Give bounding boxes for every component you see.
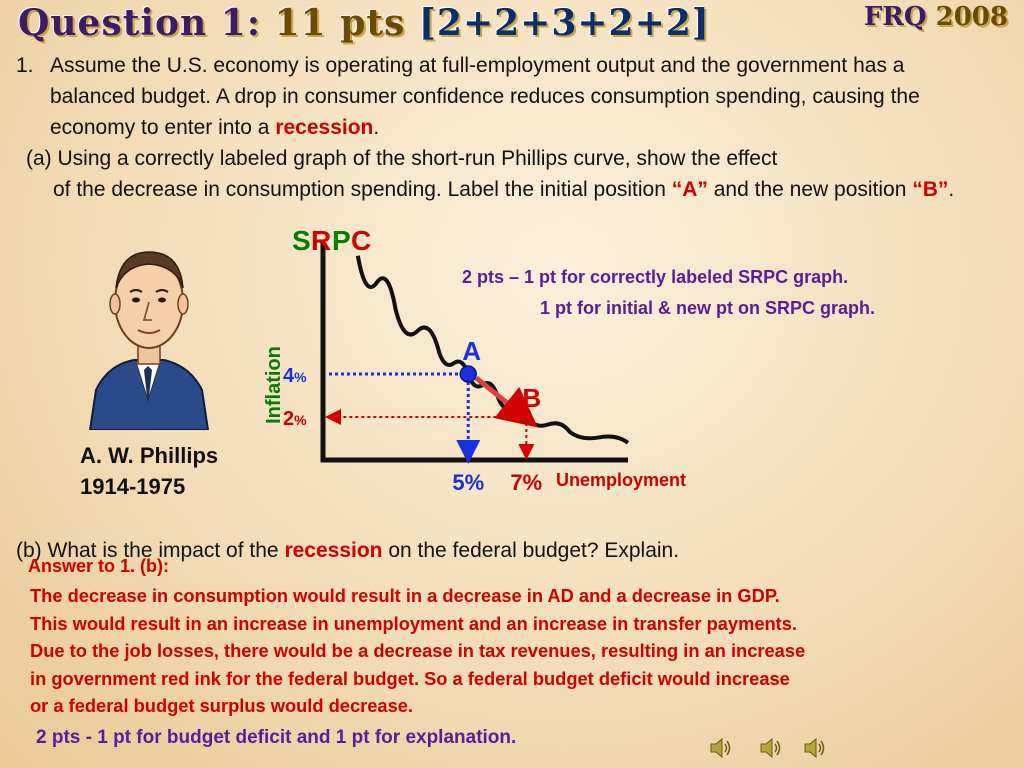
part-a-end: .: [948, 178, 955, 201]
point-a: [459, 365, 477, 383]
title-points: 11 pts: [274, 2, 406, 44]
chart-title-letter: S: [292, 225, 311, 256]
shift-arrow: [474, 376, 538, 428]
question-part-a: (a) Using a correctly labeled graph of t…: [26, 143, 966, 205]
part-a-mid: and the new position: [707, 178, 913, 201]
question-intro: Assume the U.S. economy is operating at …: [50, 50, 950, 143]
title-breakdown: [2+2+3+2+2]: [418, 2, 710, 44]
chart-title-letter: P: [332, 225, 351, 256]
frq-label: FRQ 2008: [864, 2, 1008, 32]
chart-axes: [320, 240, 628, 463]
scoring-part-b: 2 pts - 1 pt for budget deficit and 1 pt…: [36, 727, 517, 748]
answer-body: The decrease in consumption would result…: [30, 582, 1010, 720]
portrait-caption: A. W. Phillips 1914-1975: [80, 440, 218, 502]
scoring-part-a: 2 pts – 1 pt for correctly labeled SRPC …: [462, 262, 982, 324]
intro-recession: recession: [275, 116, 374, 139]
part-a-text: of the decrease in consumption spending.…: [53, 178, 672, 201]
intro-text: Assume the U.S. economy is operating at …: [50, 54, 920, 139]
point-b-label: B: [522, 383, 541, 413]
speaker-icon[interactable]: [758, 735, 784, 761]
part-b-text: (b) What is the impact of the: [16, 539, 285, 562]
chart-title-letter: R: [311, 225, 331, 256]
x-axis-label: Unemployment: [556, 470, 686, 490]
chart-title-letter: C: [351, 225, 371, 256]
speaker-icon[interactable]: [708, 735, 734, 761]
intro-end: .: [373, 116, 380, 139]
x-tick-label: 5%: [452, 470, 484, 495]
answer-line: Due to the job losses, there would be a …: [30, 640, 806, 661]
part-a-label-a: “A”: [671, 178, 708, 201]
frq-text: FRQ: [863, 2, 927, 32]
scoring-a-line1: 2 pts – 1 pt for correctly labeled SRPC …: [462, 267, 849, 287]
part-b-recession: recession: [284, 539, 383, 562]
part-b-end: on the federal budget? Explain.: [382, 539, 680, 562]
y-axis-label: Inflation: [263, 346, 285, 424]
title-question: Question 1:: [18, 2, 262, 44]
y-tick-label: 2%: [283, 408, 307, 430]
scoring-a-line2: 1 pt for initial & new pt on SRPC graph.: [540, 298, 876, 318]
part-a-line1: (a) Using a correctly labeled graph of t…: [26, 147, 778, 170]
y-tick-label: 4%: [283, 365, 307, 387]
caption-years: 1914-1975: [80, 474, 186, 499]
phillips-portrait: [88, 251, 210, 430]
speaker-icon[interactable]: [802, 735, 828, 761]
question-part-b: (b) What is the impact of the recession …: [16, 535, 679, 566]
frq-year: 2008: [935, 2, 1008, 32]
question-number: 1.: [16, 54, 34, 77]
answer-line: The decrease in consumption would result…: [30, 585, 780, 606]
caption-name: A. W. Phillips: [80, 443, 219, 468]
answer-line: This would result in an increase in unem…: [30, 612, 798, 634]
point-b: [521, 412, 532, 422]
answer-heading: Answer to 1. (b):: [28, 556, 170, 576]
point-a-label: A: [462, 336, 481, 366]
part-a-label-b: “B”: [912, 178, 949, 201]
answer-line: or a federal budget surplus would decrea…: [30, 695, 413, 716]
x-tick-label: 7%: [510, 470, 542, 495]
part-a-continuation: of the decrease in consumption spending.…: [26, 174, 966, 205]
slide-title: Question 1: 11 pts [2+2+3+2+2]: [18, 2, 710, 44]
answer-line: in government red ink for the federal bu…: [30, 667, 790, 689]
